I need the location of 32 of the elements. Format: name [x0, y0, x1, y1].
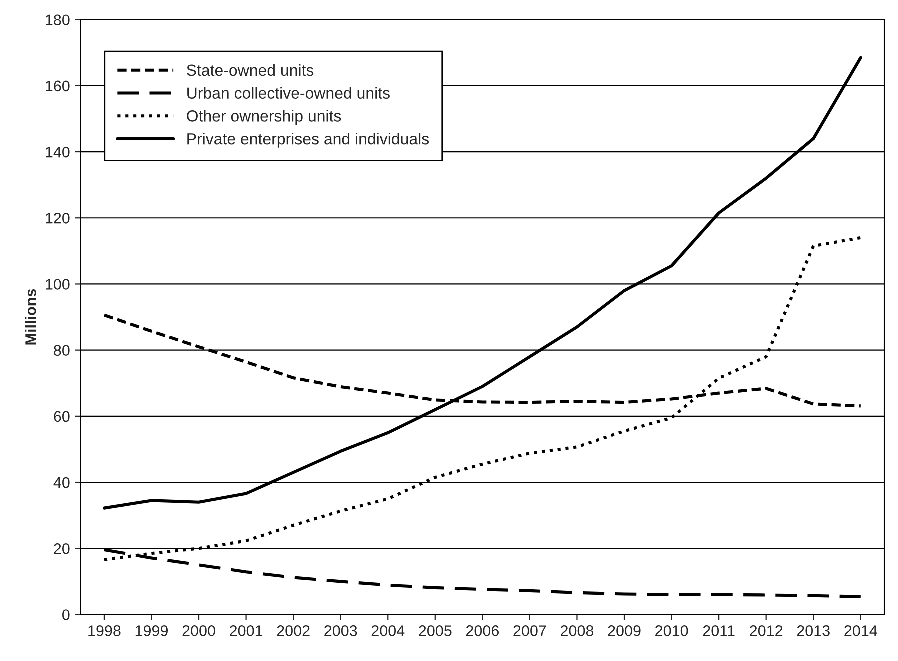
y-tick-label: 180 [46, 14, 70, 26]
legend-label: Private enterprises and individuals [188, 133, 430, 148]
x-tick-label: 2008 [561, 626, 594, 636]
x-tick-label: 2011 [703, 626, 735, 636]
legend-label: State-owned units [187, 64, 314, 76]
x-tick-label: 1999 [136, 626, 168, 636]
y-tick-label: 60 [54, 411, 70, 422]
x-tick-label: 2000 [182, 626, 216, 636]
x-tick-label: 2003 [324, 626, 358, 636]
x-tick-label: 2002 [277, 626, 310, 636]
x-tick-label: 2001 [230, 626, 263, 636]
y-tick-label: 140 [46, 146, 70, 158]
y-tick-label: 40 [54, 477, 70, 488]
x-tick-label: 2009 [608, 626, 641, 636]
y-axis-title: Millions [25, 289, 36, 345]
y-tick-label: 120 [46, 213, 70, 224]
x-tick-label: 2006 [466, 626, 499, 636]
y-tick-label: 100 [46, 279, 70, 290]
legend-label: Urban collective-owned units [188, 87, 390, 99]
x-tick-label: 1998 [88, 626, 121, 636]
x-tick-label: 2012 [750, 626, 783, 636]
x-tick-label: 2010 [656, 626, 688, 636]
y-tick-label: 0 [62, 610, 70, 620]
y-tick-label: 80 [54, 345, 70, 356]
x-tick-label: 2007 [514, 626, 546, 636]
y-tick-label: 160 [46, 80, 70, 92]
legend-label: Other ownership units [187, 110, 342, 126]
x-tick-label: 2014 [844, 626, 878, 636]
x-tick-label: 2004 [372, 626, 405, 636]
y-tick-label: 20 [54, 544, 70, 554]
x-tick-label: 2013 [797, 626, 830, 636]
x-tick-label: 2005 [419, 626, 452, 636]
